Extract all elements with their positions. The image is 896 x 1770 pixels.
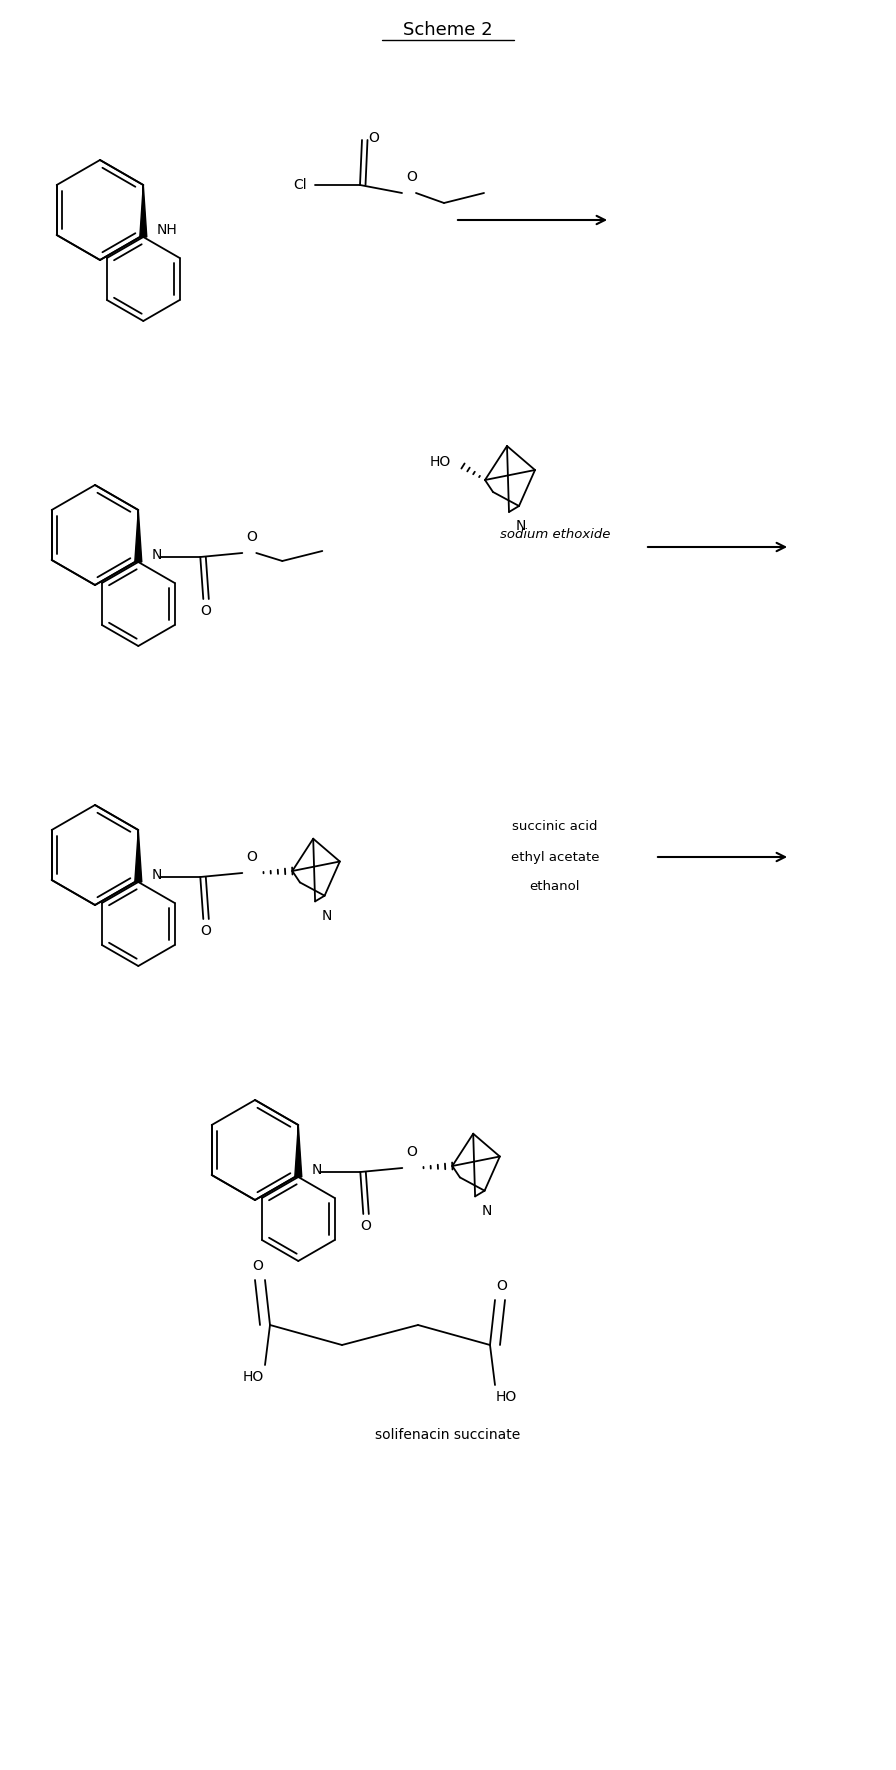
- Polygon shape: [140, 186, 147, 237]
- Polygon shape: [134, 510, 142, 563]
- Text: sodium ethoxide: sodium ethoxide: [500, 529, 610, 542]
- Text: N: N: [481, 1204, 492, 1218]
- Text: O: O: [246, 850, 257, 864]
- Polygon shape: [134, 830, 142, 881]
- Text: N: N: [151, 549, 161, 563]
- Text: succinic acid: succinic acid: [513, 821, 598, 834]
- Text: solifenacin succinate: solifenacin succinate: [375, 1428, 521, 1443]
- Text: O: O: [496, 1280, 507, 1294]
- Text: NH: NH: [156, 223, 177, 237]
- Text: N: N: [322, 908, 332, 922]
- Text: O: O: [246, 529, 257, 543]
- Text: O: O: [253, 1258, 263, 1273]
- Text: O: O: [200, 924, 211, 938]
- Text: O: O: [406, 170, 417, 184]
- Text: HO: HO: [243, 1370, 264, 1384]
- Text: HO: HO: [430, 455, 451, 469]
- Text: HO: HO: [496, 1389, 517, 1404]
- Text: O: O: [360, 1220, 371, 1234]
- Text: O: O: [200, 604, 211, 618]
- Text: ethanol: ethanol: [530, 880, 581, 894]
- Text: N: N: [151, 867, 161, 881]
- Text: O: O: [406, 1145, 418, 1159]
- Text: O: O: [368, 131, 379, 145]
- Text: ethyl acetate: ethyl acetate: [511, 851, 599, 864]
- Text: N: N: [311, 1163, 322, 1177]
- Text: Cl: Cl: [293, 179, 307, 191]
- Text: N: N: [516, 519, 526, 533]
- Polygon shape: [295, 1126, 302, 1177]
- Text: Scheme 2: Scheme 2: [403, 21, 493, 39]
